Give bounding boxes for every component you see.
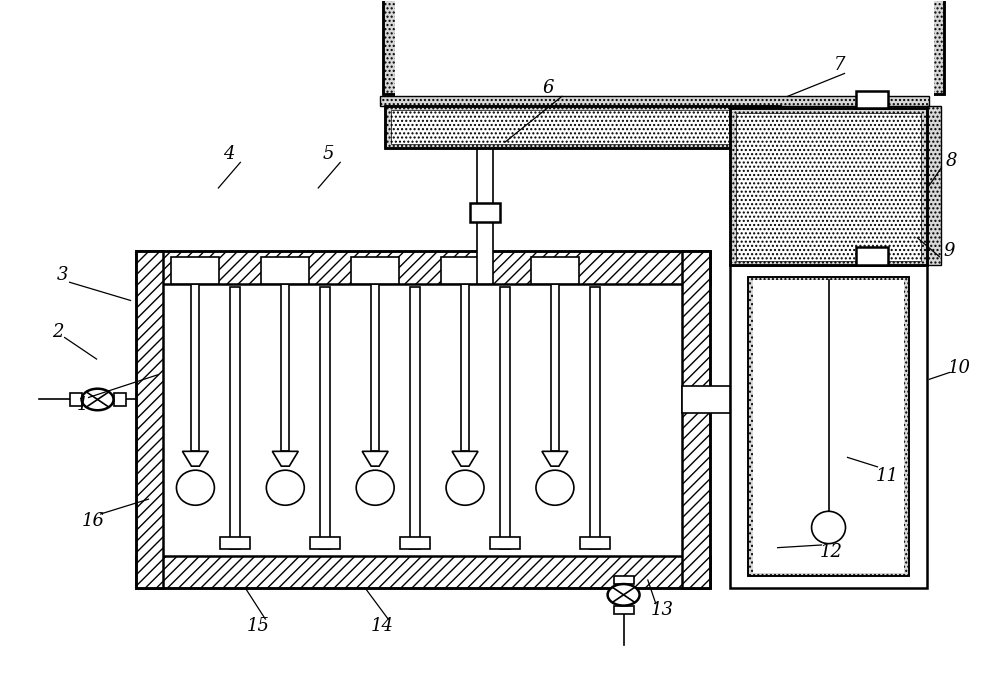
Text: 5: 5 <box>322 145 334 163</box>
Bar <box>70 393 82 406</box>
Polygon shape <box>272 452 298 466</box>
Ellipse shape <box>536 470 574 505</box>
Text: 6: 6 <box>542 79 554 97</box>
Bar <box>171 256 219 284</box>
Ellipse shape <box>812 511 846 543</box>
Bar <box>470 202 500 221</box>
Ellipse shape <box>446 470 484 505</box>
Bar <box>753 280 904 572</box>
Bar <box>500 287 510 549</box>
Bar <box>748 277 909 576</box>
Text: 2: 2 <box>52 323 63 341</box>
Text: 10: 10 <box>948 359 971 377</box>
Bar <box>385 106 780 148</box>
Bar <box>531 256 579 284</box>
Text: 8: 8 <box>946 152 957 170</box>
Bar <box>114 393 126 406</box>
Circle shape <box>82 389 114 410</box>
Bar <box>230 287 240 549</box>
Bar <box>730 109 927 265</box>
Bar <box>320 287 330 549</box>
Bar <box>748 277 909 576</box>
Text: 12: 12 <box>820 543 843 561</box>
Polygon shape <box>452 452 478 466</box>
Bar <box>136 251 710 588</box>
Text: 7: 7 <box>834 56 845 74</box>
Circle shape <box>608 584 640 605</box>
Bar <box>927 106 941 265</box>
Bar <box>490 537 520 549</box>
Polygon shape <box>182 452 208 466</box>
Bar <box>590 287 600 549</box>
Bar <box>551 284 559 452</box>
Text: 15: 15 <box>247 617 270 634</box>
Bar <box>383 0 944 94</box>
Ellipse shape <box>356 470 394 505</box>
Bar <box>391 110 774 144</box>
Bar <box>461 284 469 452</box>
Text: 14: 14 <box>371 617 394 634</box>
Bar <box>410 287 420 549</box>
Text: 9: 9 <box>944 242 955 261</box>
Bar <box>380 96 929 106</box>
Bar <box>261 256 309 284</box>
Bar <box>614 576 634 584</box>
Bar <box>580 537 610 549</box>
Bar <box>614 605 634 614</box>
Bar <box>395 0 934 103</box>
Bar <box>136 556 710 588</box>
Bar <box>441 256 489 284</box>
Polygon shape <box>542 452 568 466</box>
Bar <box>371 284 379 452</box>
Ellipse shape <box>266 470 304 505</box>
Bar <box>281 284 289 452</box>
Bar <box>856 91 888 109</box>
Bar <box>736 113 921 261</box>
Text: 13: 13 <box>650 601 673 620</box>
Bar <box>682 251 710 588</box>
Text: 4: 4 <box>223 145 234 163</box>
Bar <box>383 0 944 94</box>
Bar <box>730 109 927 265</box>
Bar <box>191 284 199 452</box>
Bar <box>310 537 340 549</box>
Text: 1: 1 <box>77 396 88 414</box>
Bar <box>220 537 250 549</box>
Text: 11: 11 <box>876 466 899 485</box>
Bar <box>477 216 493 284</box>
Bar <box>730 265 927 588</box>
Bar <box>856 247 888 265</box>
Ellipse shape <box>176 470 214 505</box>
Text: 3: 3 <box>57 266 68 284</box>
Text: 16: 16 <box>82 512 105 530</box>
Bar <box>400 537 430 549</box>
Bar <box>351 256 399 284</box>
Polygon shape <box>362 452 388 466</box>
Bar <box>136 251 710 284</box>
Bar <box>682 386 730 413</box>
Bar <box>385 106 780 148</box>
Bar <box>136 251 163 588</box>
